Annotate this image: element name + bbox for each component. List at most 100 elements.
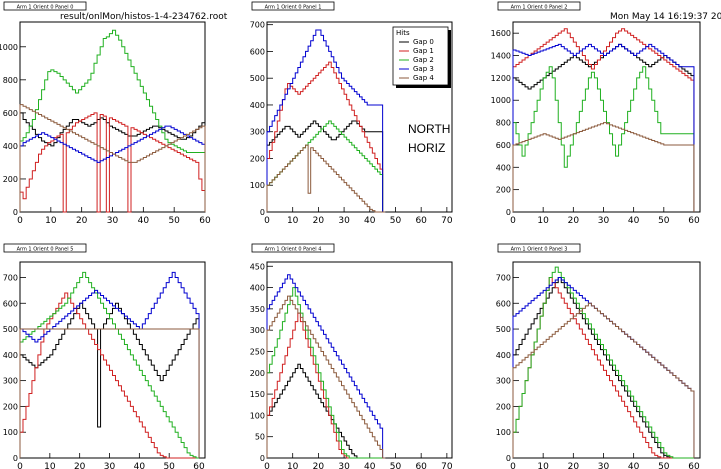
panel-title-box-5 [497, 243, 581, 253]
y-tick-label: 700 [250, 21, 265, 30]
y-tick-label: 0 [260, 454, 265, 463]
y-tick-label: 600 [3, 109, 18, 118]
x-tick-label: 50 [168, 216, 180, 226]
legend-entry: Gap 0 [413, 38, 434, 46]
x-tick-label: 50 [658, 462, 670, 469]
y-tick-label: 1600 [491, 29, 511, 38]
y-tick-label: 700 [3, 273, 18, 282]
x-tick-label: 0 [264, 216, 270, 226]
panel-title-box-2 [497, 1, 581, 11]
x-tick-label: 0 [510, 216, 516, 226]
x-tick-label: 60 [415, 462, 427, 469]
x-tick-label: 20 [568, 216, 580, 226]
y-tick-label: 400 [250, 101, 265, 110]
y-tick-label: 800 [3, 76, 18, 85]
y-tick-label: 300 [250, 128, 265, 137]
x-tick-label: 0 [17, 216, 23, 226]
y-tick-label: 500 [3, 325, 18, 334]
x-tick-label: 30 [338, 216, 350, 226]
y-tick-label: 100 [496, 428, 511, 437]
x-tick-label: 60 [199, 216, 211, 226]
legend-title: Hits [396, 29, 410, 37]
series-gap-0-panel-5 [512, 276, 694, 459]
legend-entry: Gap 1 [413, 47, 434, 55]
y-tick-label: 600 [250, 47, 265, 56]
x-tick-label: 20 [568, 462, 580, 469]
series-gap-2-panel-3 [19, 271, 200, 459]
y-tick-label: 150 [250, 390, 265, 399]
x-tick-label: 40 [628, 216, 640, 226]
x-tick-label: 60 [688, 216, 700, 226]
x-tick-label: 50 [390, 462, 402, 469]
x-tick-label: 20 [313, 462, 325, 469]
series-gap-1-panel-1 [266, 61, 386, 213]
series-gap-3-panel-1 [266, 29, 386, 213]
x-tick-label: 10 [537, 216, 549, 226]
series-gap-0-panel-4 [266, 363, 386, 459]
x-tick-label: 10 [537, 462, 549, 469]
x-tick-label: 40 [628, 462, 640, 469]
series-gap-1-panel-3 [19, 292, 200, 459]
y-tick-label: 200 [496, 186, 511, 195]
y-tick-label: 200 [3, 175, 18, 184]
y-tick-label: 50 [255, 433, 265, 442]
legend-entry: Gap 4 [413, 74, 434, 82]
x-tick-label: 30 [107, 216, 119, 226]
x-tick-label: 0 [17, 462, 23, 469]
series-gap-0-panel-2 [512, 43, 695, 212]
series-gap-2-panel-0 [19, 29, 206, 212]
series-gap-3-panel-4 [266, 274, 386, 459]
annotation-north: NORTH [408, 122, 451, 136]
y-tick-label: 450 [250, 262, 265, 271]
series-gap-4-panel-3 [19, 328, 200, 458]
y-tick-label: 200 [250, 154, 265, 163]
y-tick-label: 100 [250, 411, 265, 420]
x-tick-label: 0 [510, 462, 516, 469]
y-tick-label: 1200 [491, 74, 511, 83]
y-tick-label: 400 [496, 163, 511, 172]
plot-frame-3 [19, 261, 206, 459]
x-tick-label: 30 [598, 216, 610, 226]
panel-title-3: Arm 1 Orient 0 Panel 5 [17, 246, 74, 252]
legend-entry: Gap 3 [413, 65, 434, 73]
series-gap-3-panel-0 [19, 125, 206, 212]
y-tick-label: 0 [13, 454, 18, 463]
x-tick-label: 50 [390, 216, 402, 226]
y-tick-label: 600 [496, 299, 511, 308]
x-tick-label: 30 [338, 462, 350, 469]
x-tick-label: 30 [598, 462, 610, 469]
x-tick-label: 30 [104, 462, 116, 469]
x-tick-label: 40 [364, 216, 376, 226]
plot-frame-4 [266, 261, 453, 459]
x-tick-label: 10 [45, 216, 57, 226]
x-tick-label: 60 [193, 462, 205, 469]
series-gap-1-panel-0 [19, 112, 206, 213]
panel-title-5: Arm 1 Orient 0 Panel 3 [511, 246, 568, 252]
annotation-horiz: HORIZ [408, 141, 446, 155]
x-tick-label: 50 [658, 216, 670, 226]
y-tick-label: 300 [250, 326, 265, 335]
panel-title-4: Arm 1 Orient 0 Panel 4 [265, 246, 322, 252]
y-tick-label: 0 [506, 454, 511, 463]
x-tick-label: 0 [264, 462, 270, 469]
y-tick-label: 0 [260, 208, 265, 217]
x-tick-label: 40 [138, 216, 150, 226]
x-tick-label: 40 [364, 462, 376, 469]
y-tick-label: 300 [3, 377, 18, 386]
y-tick-label: 600 [3, 299, 18, 308]
y-tick-label: 400 [496, 351, 511, 360]
x-tick-label: 20 [76, 216, 88, 226]
panel-title-1: Arm 1 Orient 0 Panel 1 [265, 4, 322, 10]
plot-frame-1 [266, 21, 453, 213]
timestamp: Mon May 14 16:19:37 2007 [610, 12, 721, 22]
plot-frame-0 [19, 21, 206, 213]
series-gap-4-panel-5 [512, 302, 695, 458]
legend-box [392, 26, 449, 86]
y-tick-label: 700 [496, 273, 511, 282]
x-tick-label: 10 [287, 462, 299, 469]
y-tick-label: 350 [250, 305, 265, 314]
y-tick-label: 100 [250, 181, 265, 190]
y-tick-label: 500 [250, 74, 265, 83]
y-tick-label: 200 [496, 402, 511, 411]
series-gap-2-panel-2 [512, 66, 695, 212]
